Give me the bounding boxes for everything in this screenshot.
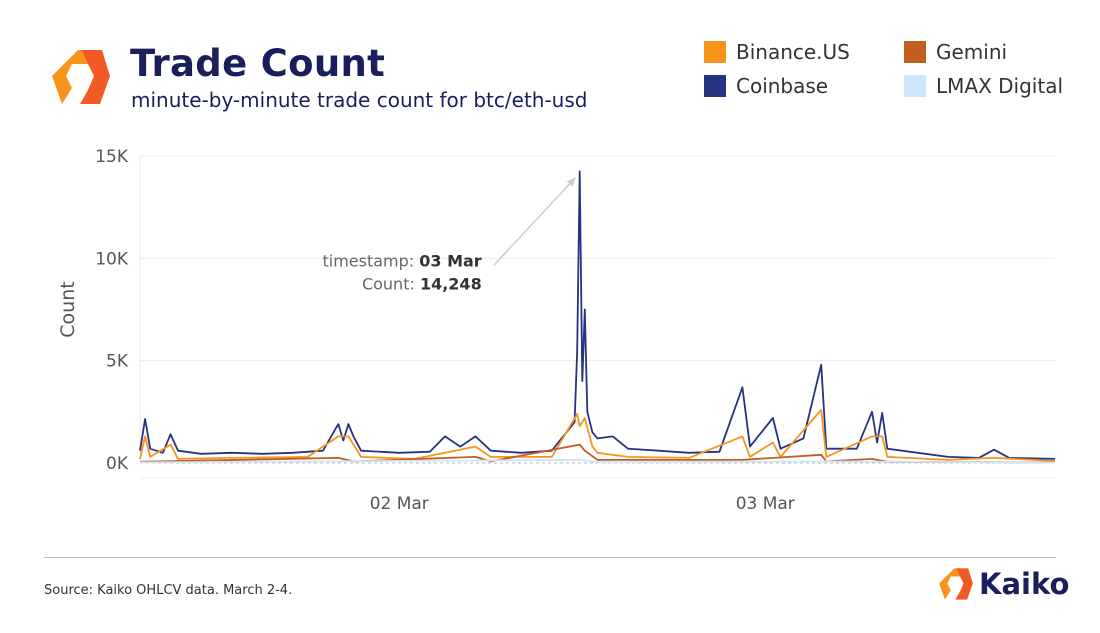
- source-note: Source: Kaiko OHLCV data. March 2-4.: [44, 583, 293, 598]
- annotation-count: Count: 14,248: [362, 274, 482, 293]
- series-lines: [139, 170, 1056, 464]
- chart-subtitle: minute-by-minute trade count for btc/eth…: [131, 88, 588, 112]
- x-axis-ticks: 02 Mar 03 Mar: [370, 494, 795, 514]
- y-tick-label: 15K: [95, 147, 129, 167]
- chart-legend: Binance.US Gemini Coinbase LMAX Digital: [704, 40, 1074, 102]
- footer-divider: [44, 557, 1056, 558]
- annotation-timestamp-label: timestamp:: [322, 251, 419, 270]
- annotation-count-value: 14,248: [420, 274, 482, 293]
- grid-lines: [139, 155, 1055, 479]
- legend-swatch: [904, 41, 926, 63]
- series-line-coinbase[interactable]: [139, 170, 1056, 460]
- annotation-arrow: [493, 176, 577, 266]
- trade-count-chart: 0K 5K 10K 15K 02 Mar 03 Mar timestamp: 03 Ma…: [57, 147, 1056, 514]
- x-tick-label: 02 Mar: [370, 494, 429, 514]
- kaiko-hexagon-icon: [939, 568, 973, 600]
- annotation-timestamp: timestamp: 03 Mar: [322, 251, 481, 270]
- legend-label: Binance.US: [736, 40, 850, 64]
- brand-name: Kaiko: [979, 567, 1070, 601]
- y-axis-title: Count: [57, 281, 79, 337]
- annotation-count-label: Count:: [362, 274, 420, 293]
- y-tick-label: 10K: [95, 249, 129, 269]
- brand-logo: Kaiko: [938, 566, 1069, 602]
- x-tick-label: 03 Mar: [736, 494, 795, 514]
- y-axis-ticks: 0K 5K 10K 15K: [95, 147, 129, 474]
- legend-item-coinbase[interactable]: Coinbase: [704, 74, 828, 98]
- legend-label: Coinbase: [736, 74, 829, 98]
- series-line-lmax-digital[interactable]: [139, 458, 1056, 464]
- legend-label: LMAX Digital: [936, 74, 1064, 98]
- y-tick-label: 0K: [106, 454, 129, 474]
- legend-label: Gemini: [936, 40, 1008, 64]
- annotation-arrowhead: [566, 177, 576, 187]
- y-tick-label: 5K: [106, 352, 129, 372]
- legend-item-gemini[interactable]: Gemini: [904, 40, 1007, 64]
- legend-item-lmax-digital[interactable]: LMAX Digital: [904, 74, 1063, 98]
- legend-swatch: [704, 41, 726, 63]
- annotation-timestamp-value: 03 Mar: [419, 251, 482, 270]
- kaiko-logo-icon: [52, 50, 110, 104]
- legend-swatch: [904, 75, 926, 97]
- series-line-binance-us[interactable]: [139, 408, 1056, 462]
- legend-item-binance-us[interactable]: Binance.US: [704, 40, 850, 64]
- peak-annotation: timestamp: 03 Mar Count: 14,248: [322, 176, 577, 293]
- chart-title: Trade Count: [130, 42, 386, 85]
- legend-swatch: [704, 75, 726, 97]
